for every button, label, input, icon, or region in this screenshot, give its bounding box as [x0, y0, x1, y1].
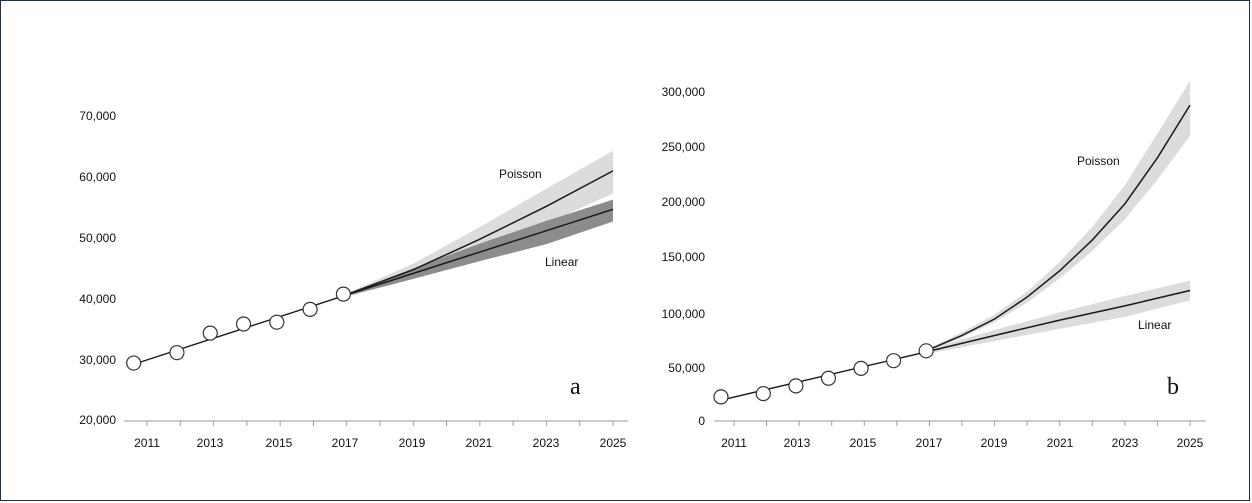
- panel-b-y-tick: 200,000: [662, 195, 706, 209]
- panel-b-x-tick: 2025: [1177, 436, 1204, 450]
- panel-b-data-point: [714, 390, 728, 404]
- panel-a-x-tick: 2019: [399, 436, 426, 450]
- panel-b-plot: [714, 81, 1206, 426]
- panel-b-y-tick: 250,000: [662, 140, 706, 154]
- panel-a-y-tick: 70,000: [79, 109, 116, 123]
- panel-a-x-tick: 2013: [197, 436, 224, 450]
- panel-a-y-tick: 20,000: [79, 413, 116, 427]
- panel-b-data-point: [821, 371, 835, 385]
- panel-a-x-ticks: 2011 2013 2015 2017 2019 2021 2023 2025: [134, 436, 627, 450]
- panel-b-y-tick: 50,000: [668, 361, 705, 375]
- panel-a-x-tick: 2021: [466, 436, 493, 450]
- panel-b-y-tick: 300,000: [662, 85, 706, 99]
- panel-a-data-point: [127, 356, 141, 370]
- panel-a-x-tick: 2017: [332, 436, 359, 450]
- panel-a-linear-line: [343, 209, 613, 296]
- panel-b-poisson-label: Poisson: [1077, 154, 1120, 168]
- panel-a-x-tick: 2015: [266, 436, 293, 450]
- panel-a-data-point: [270, 315, 284, 329]
- panel-a-y-tick: 40,000: [79, 292, 116, 306]
- panel-a-linear-label: Linear: [545, 255, 578, 269]
- panel-b-data-point: [919, 344, 933, 358]
- panel-b-x-tick: 2017: [916, 436, 943, 450]
- panel-b-x-ticks: 2011 2013 2015 2017 2019 2021 2023 2025: [721, 436, 1204, 450]
- panel-b-letter: b: [1167, 374, 1179, 400]
- panel-a-y-tick: 30,000: [79, 353, 116, 367]
- panel-b-y-ticks: 0 50,000 100,000 150,000 200,000 250,000…: [662, 85, 706, 428]
- panel-b-data-point: [854, 361, 868, 375]
- panel-b-data-point: [887, 354, 901, 368]
- panel-b-y-tick: 100,000: [662, 307, 706, 321]
- panel-a-data-point: [170, 346, 184, 360]
- panel-a-x-tick: 2023: [533, 436, 560, 450]
- panel-b-y-tick: 150,000: [662, 250, 706, 264]
- panel-b-x-tick: 2011: [721, 436, 747, 450]
- panel-a-y-ticks: 20,000 30,000 40,000 50,000 60,000 70,00…: [79, 109, 116, 427]
- panel-a: 20,000 30,000 40,000 50,000 60,000 70,00…: [79, 109, 626, 450]
- panel-b-x-tick: 2015: [850, 436, 877, 450]
- panel-a-data-point: [203, 326, 217, 340]
- panel-b-poisson-band: [926, 81, 1190, 352]
- panel-b-x-tick: 2023: [1112, 436, 1139, 450]
- panel-b-data-point: [789, 379, 803, 393]
- panel-b-data-point: [756, 387, 770, 401]
- panel-b-x-tick: 2021: [1047, 436, 1074, 450]
- panel-b-x-tick: 2013: [784, 436, 811, 450]
- panel-b-x-tick: 2019: [981, 436, 1008, 450]
- panel-a-y-tick: 60,000: [79, 170, 116, 184]
- panel-a-y-tick: 50,000: [79, 231, 116, 245]
- panel-b-y-tick: 0: [698, 414, 705, 428]
- panel-a-data-point: [336, 287, 350, 301]
- panel-a-poisson-label: Poisson: [499, 167, 542, 181]
- panel-a-plot: [124, 151, 628, 426]
- panel-a-data-point: [303, 302, 317, 316]
- panel-b-linear-label: Linear: [1138, 318, 1171, 332]
- panel-a-x-tick: 2025: [600, 436, 627, 450]
- panel-a-data-point: [237, 317, 251, 331]
- panel-a-letter: a: [570, 374, 581, 400]
- panel-a-x-tick: 2011: [134, 436, 160, 450]
